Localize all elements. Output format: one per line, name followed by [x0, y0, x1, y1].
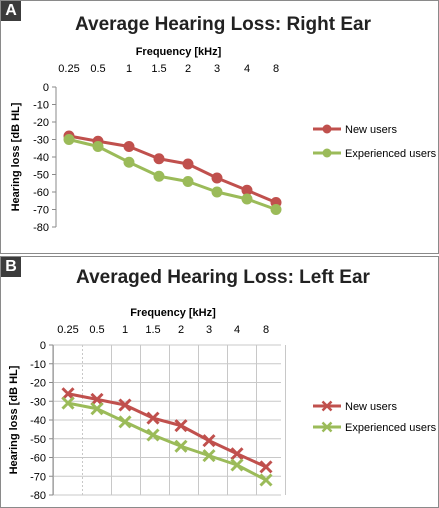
data-point-b-1-7 — [259, 473, 273, 487]
chart-title-a: Average Hearing Loss: Right Ear — [75, 14, 372, 35]
y-tick-label-b-6: -60 — [30, 453, 46, 465]
data-point-a-1-4 — [182, 176, 194, 187]
legend-label-b-1: Experienced users — [345, 422, 437, 434]
x-tick-label-a-1: 0.5 — [90, 63, 105, 75]
panel-letter-a: A — [1, 1, 21, 21]
legend-marker-b-0 — [321, 400, 333, 412]
data-point-b-1-1 — [90, 402, 104, 416]
legend-label-b-0: New users — [345, 401, 397, 413]
data-point-a-1-6 — [241, 193, 253, 205]
data-point-a-0-4 — [182, 158, 194, 170]
y-tick-label-b-3: -30 — [30, 396, 46, 408]
data-point-a-0-2 — [123, 141, 135, 152]
x-tick-label-a-0: 0.25 — [58, 63, 79, 75]
y-tick-label-b-1: -10 — [30, 359, 46, 371]
data-point-b-1-0 — [61, 396, 75, 410]
data-point-a-1-0 — [63, 134, 75, 145]
x-tick-label-b-4: 2 — [178, 324, 184, 336]
data-point-b-0-5 — [202, 434, 216, 448]
x-tick-label-a-6: 4 — [244, 63, 250, 75]
x-tick-label-b-2: 1 — [122, 324, 128, 336]
data-point-a-1-2 — [123, 156, 135, 168]
panel-letter-b: B — [1, 257, 21, 277]
y-tick-label-a-2: -20 — [33, 117, 49, 129]
data-point-b-0-7 — [259, 460, 273, 474]
y-tick-label-a-0: 0 — [43, 82, 49, 94]
data-point-a-1-5 — [211, 186, 223, 198]
x-tick-label-a-2: 1 — [126, 63, 132, 75]
data-point-b-0-6 — [230, 447, 244, 461]
data-point-b-1-3 — [146, 428, 160, 442]
y-tick-label-b-5: -50 — [30, 434, 46, 446]
y-tick-label-a-8: -80 — [33, 222, 49, 234]
y-tick-label-a-5: -50 — [33, 170, 49, 182]
chart-panel-a: A Average Hearing Loss: Right Ear Frequen… — [0, 0, 439, 254]
chart-b-svg: Averaged Hearing Loss: Left Ear Frequency… — [8, 267, 437, 502]
y-tick-label-a-6: -60 — [33, 187, 49, 199]
data-point-b-1-6 — [230, 458, 244, 472]
data-point-a-1-3 — [153, 170, 165, 182]
x-tick-label-b-3: 1.5 — [145, 324, 160, 336]
legend-marker-a-0 — [322, 124, 332, 134]
series-line-b-1 — [67, 401, 267, 482]
chart-title-b: Averaged Hearing Loss: Left Ear — [76, 267, 370, 288]
data-point-a-1-7 — [270, 204, 282, 215]
y-tick-label-a-4: -40 — [33, 152, 49, 164]
legend-label-a-1: Experienced users — [345, 148, 437, 160]
x-axis-label-b: Frequency [kHz] — [130, 307, 216, 319]
y-tick-label-a-1: -10 — [33, 100, 49, 112]
y-tick-label-a-7: -70 — [33, 205, 49, 217]
legend-marker-a-1 — [322, 148, 332, 158]
chart-a-svg: Average Hearing Loss: Right Ear Frequency… — [10, 14, 437, 234]
x-tick-label-b-7: 8 — [263, 324, 269, 336]
x-tick-label-b-6: 4 — [234, 324, 240, 336]
data-point-b-1-5 — [202, 449, 216, 463]
legend-label-a-0: New users — [345, 124, 397, 136]
x-tick-label-a-4: 2 — [185, 63, 191, 75]
y-tick-label-b-8: -80 — [30, 490, 46, 502]
x-tick-label-a-3: 1.5 — [151, 63, 166, 75]
y-axis-label-b: Hearing loss [dB HL] — [8, 365, 20, 474]
data-point-b-1-2 — [118, 415, 132, 429]
data-point-b-1-4 — [174, 439, 188, 453]
x-axis-label-a: Frequency [kHz] — [136, 46, 222, 58]
x-tick-label-b-5: 3 — [206, 324, 212, 336]
data-point-b-0-4 — [174, 419, 188, 433]
y-tick-label-b-2: -20 — [30, 378, 46, 390]
data-point-a-0-3 — [153, 153, 165, 165]
x-tick-label-a-5: 3 — [214, 63, 220, 75]
y-axis-label-a: Hearing loss [dB HL] — [10, 102, 22, 211]
x-tick-label-a-7: 8 — [273, 63, 279, 75]
series-line-b-0 — [67, 392, 267, 469]
legend-marker-b-1 — [321, 421, 333, 433]
y-tick-label-b-4: -40 — [30, 415, 46, 427]
data-point-b-0-2 — [118, 398, 132, 412]
data-point-b-0-3 — [146, 411, 160, 425]
y-tick-label-b-7: -70 — [30, 471, 46, 483]
y-tick-label-a-3: -30 — [33, 135, 49, 147]
x-tick-label-b-0: 0.25 — [57, 324, 78, 336]
x-tick-label-b-1: 0.5 — [89, 324, 104, 336]
chart-panel-b: B Averaged Hearing Loss: Left Ear Frequen… — [0, 256, 439, 508]
y-tick-label-b-0: 0 — [40, 340, 46, 352]
data-point-a-0-5 — [211, 172, 223, 184]
data-point-a-1-1 — [92, 141, 104, 152]
